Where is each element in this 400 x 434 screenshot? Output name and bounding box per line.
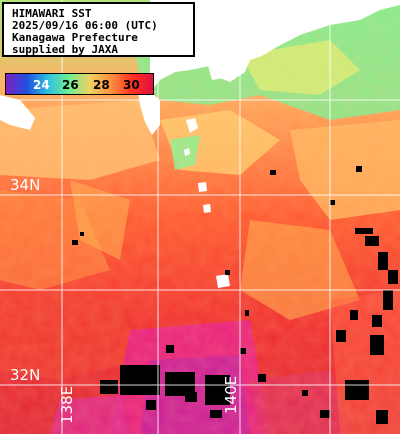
land-izu-peninsula [138, 92, 160, 135]
legend-tick-28: 28 [93, 78, 110, 92]
supplier-credit: supplied by JAXA [12, 43, 118, 56]
lat-label-32n: 32N [10, 366, 41, 384]
legend-tick-30: 30 [123, 78, 140, 92]
lon-label-138e: 138E [58, 385, 76, 424]
island-oshima [186, 118, 198, 133]
legend-tick-26: 26 [62, 78, 79, 92]
lat-label-34n: 34N [10, 176, 41, 194]
island-hachijo [216, 274, 230, 288]
info-box: HIMAWARI SST 2025/09/16 06:00 (UTC) Kana… [2, 2, 195, 57]
island-niijima [198, 182, 207, 192]
temperature-legend: 24 26 28 30 [5, 73, 154, 95]
island-miyake [203, 204, 211, 213]
timestamp: 2025/09/16 06:00 (UTC) [12, 19, 158, 32]
legend-tick-24: 24 [33, 78, 50, 92]
legend-color-bar [6, 74, 153, 94]
region-name: Kanagawa Prefecture [12, 31, 138, 44]
lon-label-140e: 140E [222, 375, 240, 414]
island-toshima [184, 148, 190, 156]
land-miura-boso [205, 30, 240, 80]
product-title: HIMAWARI SST [12, 7, 92, 20]
land-west-coast [0, 95, 35, 130]
land-areas [0, 0, 400, 288]
